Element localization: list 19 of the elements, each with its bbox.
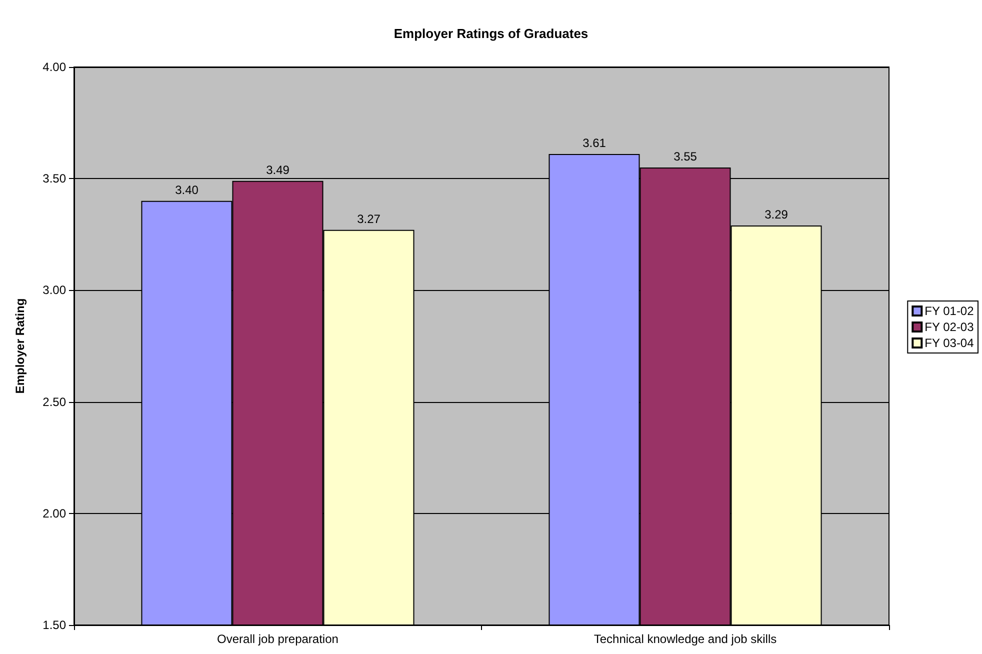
y-tick-label: 2.50 (42, 394, 66, 409)
legend-label: FY 02-03 (924, 320, 974, 334)
data-label: 3.29 (764, 207, 788, 222)
y-axis-title: Employer Rating (13, 298, 27, 394)
data-label: 3.61 (582, 136, 606, 150)
data-label: 3.55 (674, 149, 698, 164)
legend-label: FY 01-02 (924, 304, 974, 318)
chart-title: Employer Ratings of Graduates (394, 26, 588, 41)
x-tick-label: Technical knowledge and job skills (594, 632, 777, 646)
y-tick-label: 1.50 (42, 618, 66, 632)
y-tick-label: 3.50 (42, 172, 66, 186)
x-tick-label: Overall job preparation (217, 632, 338, 646)
y-tick-label: 3.00 (42, 283, 66, 298)
legend-label: FY 03-04 (924, 336, 974, 350)
data-label: 3.27 (357, 212, 381, 226)
y-tick-label: 2.00 (42, 506, 66, 520)
data-label: 3.49 (266, 162, 290, 177)
y-tick-label: 4.00 (42, 60, 66, 74)
data-label: 3.40 (175, 182, 199, 197)
